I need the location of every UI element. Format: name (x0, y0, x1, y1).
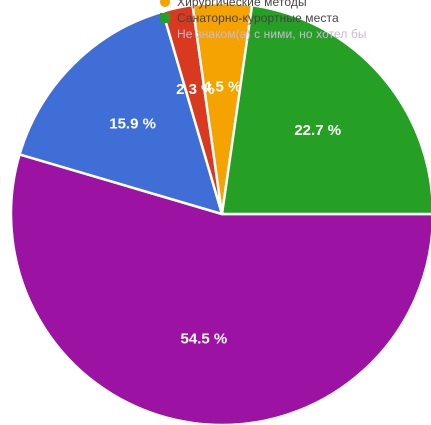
slice-label-other-red: 2.3 % (176, 81, 214, 98)
legend-swatch-surgery (160, 0, 170, 7)
pie-slice-unfamiliar (9, 153, 431, 425)
legend-item-surgery: Хирургические методы (160, 0, 431, 10)
legend-label-surgery: Хирургические методы (177, 0, 307, 9)
slice-label-unfamiliar: 54.5 % (181, 330, 228, 347)
legend-swatch-sanatorium (160, 13, 170, 23)
pie-slice-sanatorium (220, 3, 431, 216)
slice-label-sanatorium: 22.7 % (294, 122, 341, 139)
legend-label-sanatorium: Санаторно-курортные места (177, 11, 339, 25)
legend-item-unfamiliar: Не знаком(а) с ними, но хотел бы (160, 26, 431, 42)
slice-label-other-blue: 15.9 % (109, 115, 156, 132)
legend-item-sanatorium: Санаторно-курортные места (160, 10, 431, 26)
chart-legend: Хирургические методы Санаторно-курортные… (160, 0, 431, 42)
slice-label-surgery: 4.5 % (203, 78, 241, 95)
legend-label-unfamiliar: Не знаком(а) с ними, но хотел бы (177, 27, 367, 41)
pie-slice-other-blue (18, 10, 224, 216)
